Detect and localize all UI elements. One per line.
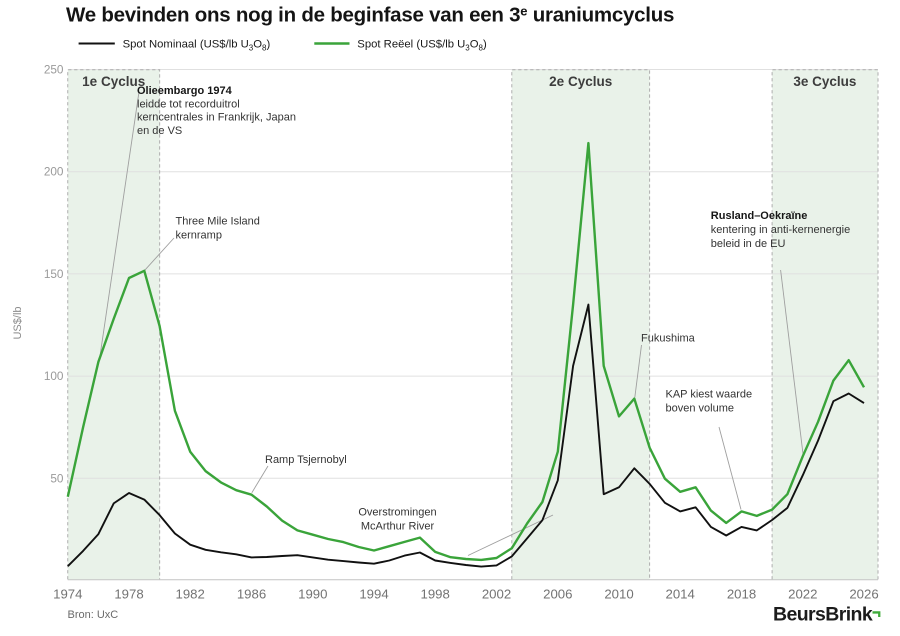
svg-text:US$/lb: US$/lb xyxy=(12,306,24,339)
svg-text:McArthur River: McArthur River xyxy=(361,521,435,533)
svg-text:2014: 2014 xyxy=(666,587,695,602)
svg-text:100: 100 xyxy=(44,369,64,383)
svg-text:200: 200 xyxy=(44,165,64,179)
svg-text:2e Cyclus: 2e Cyclus xyxy=(549,74,612,89)
svg-text:kentering in anti-kernenergie: kentering in anti-kernenergie xyxy=(711,224,850,236)
svg-text:1990: 1990 xyxy=(298,587,327,602)
svg-text:3e Cyclus: 3e Cyclus xyxy=(793,74,856,89)
svg-text:Spot Nominaal (US$/lb U3O8): Spot Nominaal (US$/lb U3O8) xyxy=(123,39,271,53)
svg-text:BeursBrink: BeursBrink xyxy=(773,604,873,626)
svg-text:250: 250 xyxy=(44,63,64,77)
svg-text:Overstromingen: Overstromingen xyxy=(358,507,436,519)
svg-text:2002: 2002 xyxy=(482,587,511,602)
svg-text:1e Cyclus: 1e Cyclus xyxy=(82,74,145,89)
svg-text:2018: 2018 xyxy=(727,587,756,602)
svg-text:1974: 1974 xyxy=(53,587,82,602)
svg-text:2026: 2026 xyxy=(849,587,878,602)
svg-text:Ramp Tsjernobyl: Ramp Tsjernobyl xyxy=(265,454,347,466)
svg-text:Fukushima: Fukushima xyxy=(641,333,696,345)
svg-text:150: 150 xyxy=(44,267,64,281)
svg-text:1986: 1986 xyxy=(237,587,266,602)
svg-text:en de VS: en de VS xyxy=(137,125,182,137)
svg-text:1978: 1978 xyxy=(114,587,143,602)
svg-text:1994: 1994 xyxy=(359,587,388,602)
svg-text:1998: 1998 xyxy=(421,587,450,602)
svg-text:kernramp: kernramp xyxy=(176,230,222,242)
svg-text:Bron: UxC: Bron: UxC xyxy=(68,609,119,621)
svg-text:KAP kiest waarde: KAP kiest waarde xyxy=(666,389,753,401)
svg-text:We bevinden ons nog in de begi: We bevinden ons nog in de beginfase van … xyxy=(66,4,674,27)
svg-text:1982: 1982 xyxy=(176,587,205,602)
svg-text:2010: 2010 xyxy=(604,587,633,602)
svg-text:leidde tot recorduitrol: leidde tot recorduitrol xyxy=(137,98,240,110)
svg-text:boven volume: boven volume xyxy=(666,403,735,415)
svg-text:2006: 2006 xyxy=(543,587,572,602)
svg-text:Olieembargo 1974: Olieembargo 1974 xyxy=(137,85,233,97)
svg-text:Three Mile Island: Three Mile Island xyxy=(176,216,260,228)
svg-text:2022: 2022 xyxy=(788,587,817,602)
svg-text:beleid in de EU: beleid in de EU xyxy=(711,238,786,250)
svg-text:50: 50 xyxy=(50,471,64,485)
svg-text:Spot Reëel (US$/lb U3O8): Spot Reëel (US$/lb U3O8) xyxy=(357,39,487,53)
svg-text:Rusland–Oekraïne: Rusland–Oekraïne xyxy=(711,210,808,222)
svg-text:kerncentrales in Frankrijk, Ja: kerncentrales in Frankrijk, Japan xyxy=(137,112,296,124)
